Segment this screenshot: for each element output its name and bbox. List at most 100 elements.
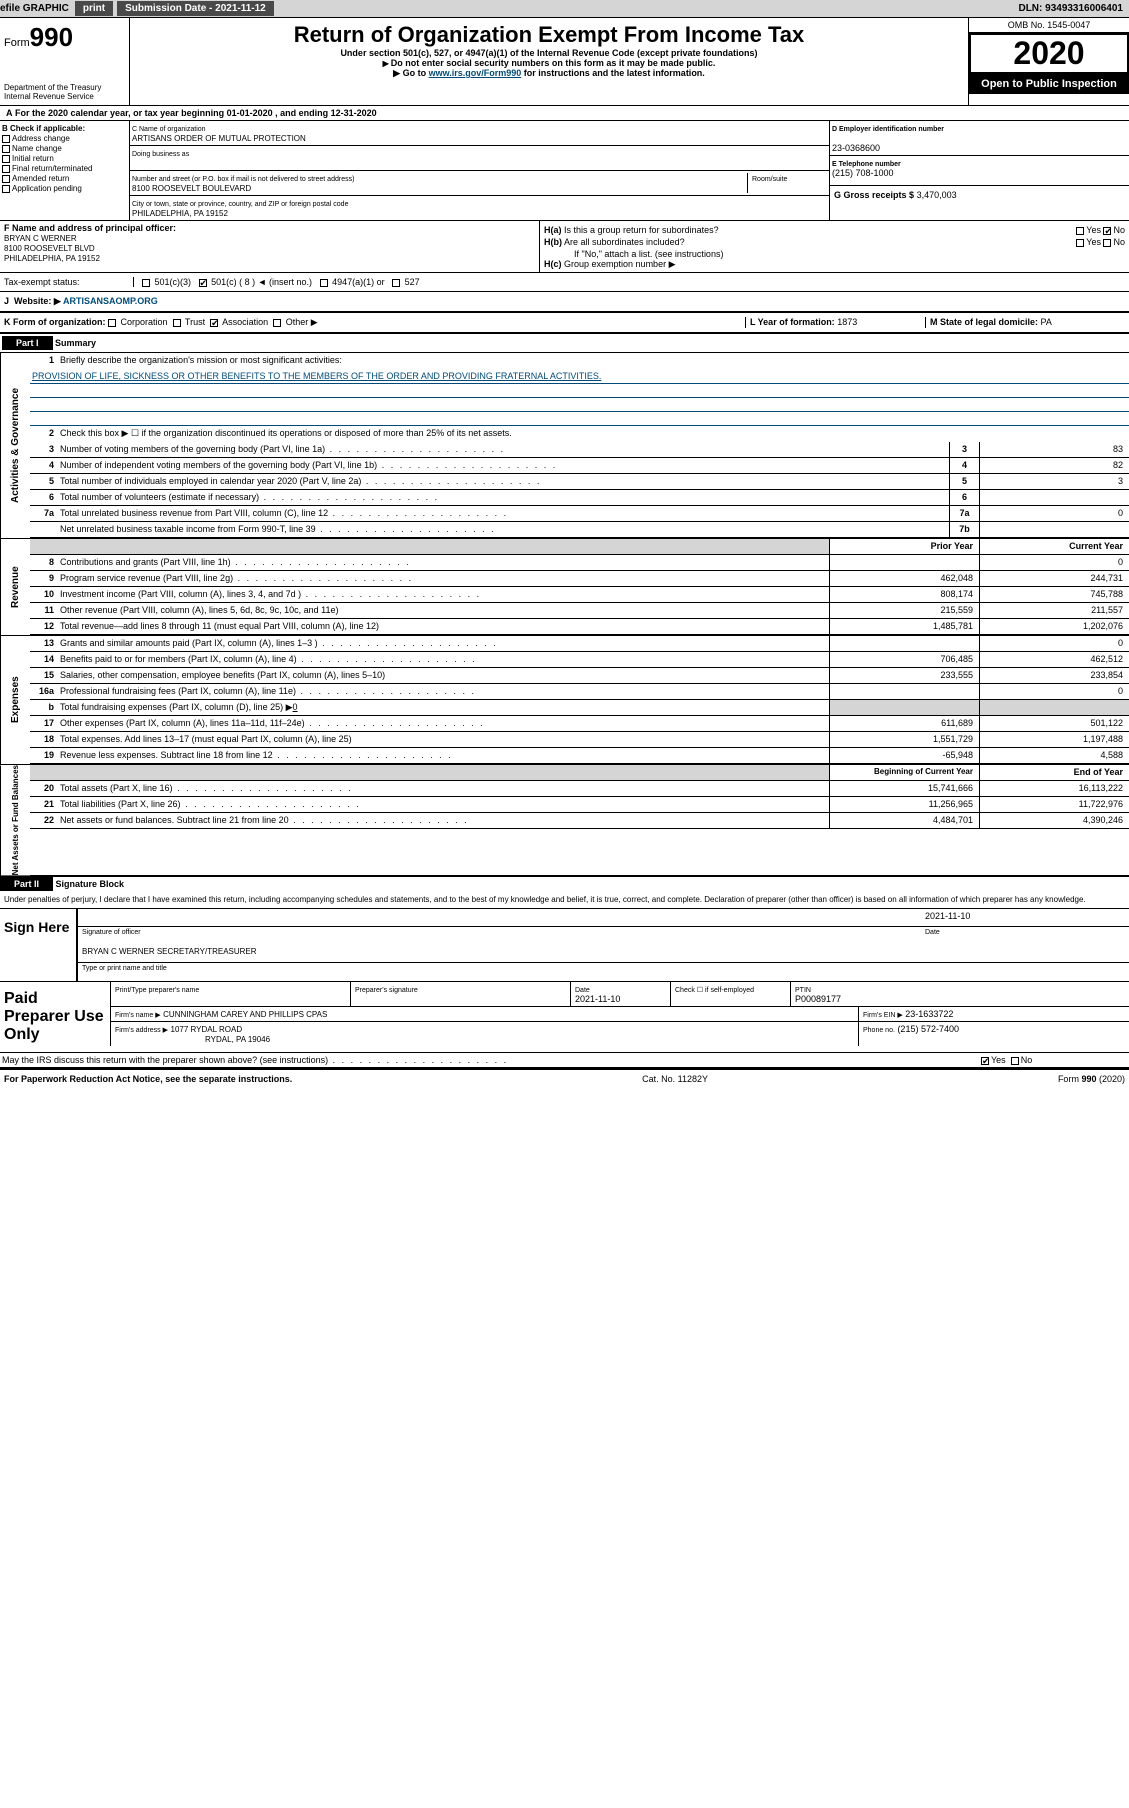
amended-check[interactable]: Amended return [2, 174, 127, 183]
trust-check[interactable] [173, 319, 181, 327]
line12-prior: 1,485,781 [829, 619, 979, 634]
hb-yes[interactable] [1076, 239, 1084, 247]
irs-link[interactable]: www.irs.gov/Form990 [429, 68, 522, 78]
form-number: Form990 [4, 22, 125, 53]
firm-addr2: RYDAL, PA 19046 [115, 1035, 270, 1044]
gross-label: G Gross receipts $ [834, 190, 914, 200]
501c-check[interactable] [199, 279, 207, 287]
firm-addr-label: Firm's address ▶ [115, 1027, 168, 1034]
tax-period: A For the 2020 calendar year, or tax yea… [0, 106, 1129, 121]
line9-desc: Program service revenue (Part VIII, line… [58, 571, 829, 586]
prep-date: 2021-11-10 [575, 994, 620, 1004]
line8-desc: Contributions and grants (Part VIII, lin… [58, 555, 829, 570]
line7b-val [979, 522, 1129, 537]
line19-desc: Revenue less expenses. Subtract line 18 … [58, 748, 829, 763]
part2-header: Part II [0, 877, 53, 891]
final-return-check[interactable]: Final return/terminated [2, 164, 127, 173]
assoc-check[interactable] [210, 319, 218, 327]
line16a-current: 0 [979, 684, 1129, 699]
527-check[interactable] [392, 279, 400, 287]
line16b-prior [829, 700, 979, 715]
mission-blank2 [30, 398, 1129, 412]
line1-desc: Briefly describe the organization's miss… [58, 353, 1129, 369]
line18-current: 1,197,488 [979, 732, 1129, 747]
prior-hdr: Prior Year [829, 539, 979, 554]
public-inspection: Open to Public Inspection [969, 74, 1129, 94]
firm-ein: 23-1633722 [905, 1009, 953, 1019]
cat-no: Cat. No. 11282Y [642, 1074, 708, 1084]
begin-hdr: Beginning of Current Year [829, 765, 979, 780]
line18-desc: Total expenses. Add lines 13–17 (must eq… [58, 732, 829, 747]
line12-desc: Total revenue—add lines 8 through 11 (mu… [58, 619, 829, 634]
domicile: PA [1041, 317, 1052, 327]
year-formed-label: L Year of formation: [750, 317, 835, 327]
line16a-desc: Professional fundraising fees (Part IX, … [58, 684, 829, 699]
firm-ein-label: Firm's EIN ▶ [863, 1012, 903, 1019]
officer-name: BRYAN C WERNER [4, 234, 77, 243]
hb-label: Are all subordinates included? [564, 237, 685, 247]
efile-label: efile GRAPHIC [0, 3, 69, 14]
website-label: Website: ▶ [14, 296, 61, 306]
line10-current: 745,788 [979, 587, 1129, 602]
ha-no[interactable] [1103, 227, 1111, 235]
line7b-desc: Net unrelated business taxable income fr… [58, 522, 949, 537]
officer-addr1: 8100 ROOSEVELT BLVD [4, 244, 95, 253]
form-title: Return of Organization Exempt From Incom… [134, 22, 964, 48]
dept-label: Department of the Treasury Internal Reve… [4, 83, 125, 101]
name-change-check[interactable]: Name change [2, 144, 127, 153]
goto-note: ▶ Go to www.irs.gov/Form990 for instruct… [134, 68, 964, 79]
line15-current: 233,854 [979, 668, 1129, 683]
line8-prior [829, 555, 979, 570]
line16b-desc: Total fundraising expenses (Part IX, col… [58, 700, 829, 715]
line7a-desc: Total unrelated business revenue from Pa… [58, 506, 949, 521]
hb-no[interactable] [1103, 239, 1111, 247]
line11-desc: Other revenue (Part VIII, column (A), li… [58, 603, 829, 618]
line22-desc: Net assets or fund balances. Subtract li… [58, 813, 829, 828]
line11-prior: 215,559 [829, 603, 979, 618]
line20-desc: Total assets (Part X, line 16) [58, 781, 829, 796]
line21-desc: Total liabilities (Part X, line 26) [58, 797, 829, 812]
governance-sidebar: Activities & Governance [0, 353, 30, 538]
penalties-text: Under penalties of perjury, I declare th… [0, 891, 1129, 909]
phone-label: E Telephone number [832, 161, 901, 168]
officer-addr2: PHILADELPHIA, PA 19152 [4, 254, 100, 263]
city-label: City or town, state or province, country… [132, 201, 348, 208]
discuss-yes[interactable] [981, 1057, 989, 1065]
line20-prior: 15,741,666 [829, 781, 979, 796]
corp-check[interactable] [108, 319, 116, 327]
501c3-check[interactable] [142, 279, 150, 287]
line15-prior: 233,555 [829, 668, 979, 683]
other-check[interactable] [273, 319, 281, 327]
print-button[interactable]: print [75, 1, 113, 16]
form-footer: Form 990 (2020) [1058, 1074, 1125, 1084]
line10-prior: 808,174 [829, 587, 979, 602]
line11-current: 211,557 [979, 603, 1129, 618]
omb-number: OMB No. 1545-0047 [969, 18, 1129, 33]
line5-desc: Total number of individuals employed in … [58, 474, 949, 489]
discuss-no[interactable] [1011, 1057, 1019, 1065]
website-url[interactable]: ARTISANSAOMP.ORG [63, 296, 158, 306]
line6-val [979, 490, 1129, 505]
sig-officer-label: Signature of officer [82, 929, 925, 943]
room-label: Room/suite [752, 176, 787, 183]
ha-yes[interactable] [1076, 227, 1084, 235]
firm-addr1: 1077 RYDAL ROAD [171, 1025, 243, 1034]
initial-return-check[interactable]: Initial return [2, 154, 127, 163]
line10-desc: Investment income (Part VIII, column (A)… [58, 587, 829, 602]
line14-prior: 706,485 [829, 652, 979, 667]
ptin-label: PTIN [795, 987, 811, 994]
addr-change-check[interactable]: Address change [2, 134, 127, 143]
kform-label: K Form of organization: [4, 317, 106, 327]
4947-check[interactable] [320, 279, 328, 287]
app-pending-check[interactable]: Application pending [2, 184, 127, 193]
dln: DLN: 93493316006401 [1018, 3, 1123, 14]
type-label: Type or print name and title [82, 965, 167, 979]
sig-date-label: Date [925, 929, 1125, 943]
domicile-label: M State of legal domicile: [930, 317, 1038, 327]
ptin: P00089177 [795, 994, 841, 1004]
submission-date: Submission Date - 2021-11-12 [117, 1, 274, 16]
ha-label: Is this a group return for subordinates? [564, 225, 719, 235]
part1-header: Part I [2, 336, 53, 350]
line15-desc: Salaries, other compensation, employee b… [58, 668, 829, 683]
line16a-prior [829, 684, 979, 699]
